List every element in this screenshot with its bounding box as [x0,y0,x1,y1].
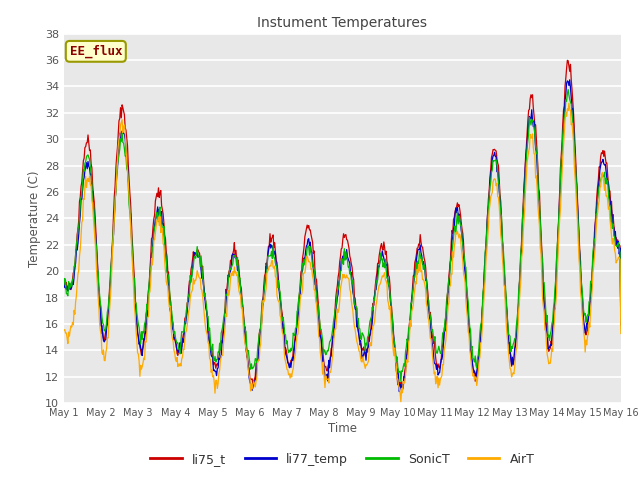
li77_temp [428,329,435,335]
AirT [60,327,68,333]
SonicT [70,264,78,269]
li77_temp [60,279,68,285]
li75_t [399,387,406,393]
AirT [411,287,419,292]
AirT [214,385,221,391]
SonicT [127,227,135,232]
AirT [428,336,435,341]
AirT [70,308,78,313]
Y-axis label: Temperature (C): Temperature (C) [28,170,41,267]
li77_temp [70,274,78,280]
AirT [565,100,573,106]
SonicT [564,87,572,93]
SonicT [60,282,68,288]
X-axis label: Time: Time [328,422,357,435]
AirT [184,316,192,322]
li75_t [214,360,221,366]
SonicT [214,357,221,362]
li75_t [617,315,625,321]
Line: li77_temp: li77_temp [64,80,621,392]
SonicT [617,312,625,317]
Line: AirT: AirT [64,103,621,402]
li75_t [184,299,192,304]
AirT [617,331,625,336]
li75_t [564,58,572,63]
li77_temp [411,269,419,275]
li77_temp [184,299,192,305]
SonicT [428,320,435,326]
Line: li75_t: li75_t [64,60,621,390]
li77_temp [127,233,135,239]
li75_t [60,277,68,283]
AirT [127,240,135,246]
SonicT [397,379,404,384]
li75_t [127,218,135,224]
SonicT [411,274,419,280]
li77_temp [566,77,573,83]
li77_temp [214,366,221,372]
li75_t [411,260,419,265]
li75_t [428,316,435,322]
Line: SonicT: SonicT [64,90,621,382]
Legend: li75_t, li77_temp, SonicT, AirT: li75_t, li77_temp, SonicT, AirT [145,448,540,471]
Text: EE_flux: EE_flux [70,45,122,58]
Title: Instument Temperatures: Instument Temperatures [257,16,428,30]
li77_temp [617,322,625,328]
AirT [397,399,404,405]
li77_temp [396,389,403,395]
li75_t [70,271,78,277]
SonicT [184,295,192,301]
